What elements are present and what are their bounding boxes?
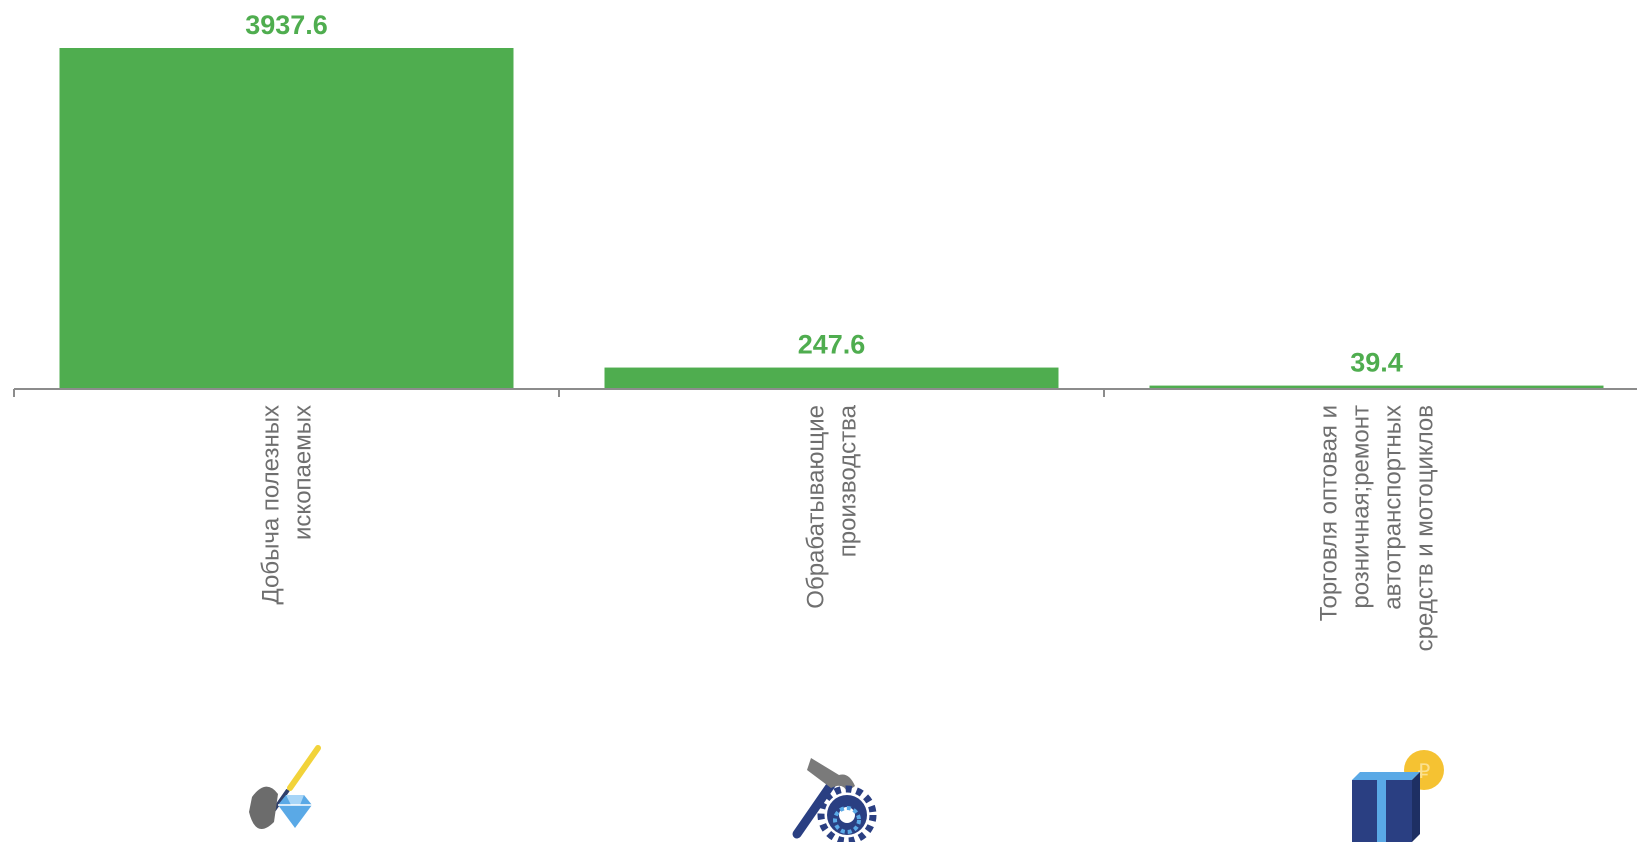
category-label-line: розничная;ремонт [1348,405,1375,609]
category-label-0: Добыча полезных ископаемых [258,405,317,605]
value-label-0: 3937.6 [245,10,328,40]
svg-text:₽: ₽ [1418,761,1431,783]
value-label-2: 39.4 [1350,348,1403,378]
bar-0 [59,48,514,389]
category-label-line: производства [835,404,862,557]
hammer-gear-icon [792,758,877,842]
bar-2 [1149,385,1604,389]
shovel-diamond-icon [249,745,321,830]
category-label-line: средств и мотоциклов [1412,405,1439,651]
category-label-1: Обрабатывающие производства [803,404,862,608]
category-label-line: Торговля оптовая и [1316,405,1343,621]
x-axis [13,388,1637,397]
category-label-line: ископаемых [290,405,317,540]
bar-1 [604,367,1059,389]
category-label-2: Торговля оптовая и розничная;ремонт автотр… [1316,405,1439,651]
gift-box-coin-icon: ₽ [1352,750,1444,842]
category-label-line: Обрабатывающие [803,405,830,609]
category-label-line: автотранспортных [1380,405,1407,610]
category-labels: Добыча полезных ископаемых Обрабатывающие п… [258,404,1439,651]
bars-layer [59,48,1604,389]
category-label-line: Добыча полезных [258,405,285,605]
value-label-1: 247.6 [798,330,866,360]
value-labels: 3937.6 247.6 39.4 [245,10,1403,378]
